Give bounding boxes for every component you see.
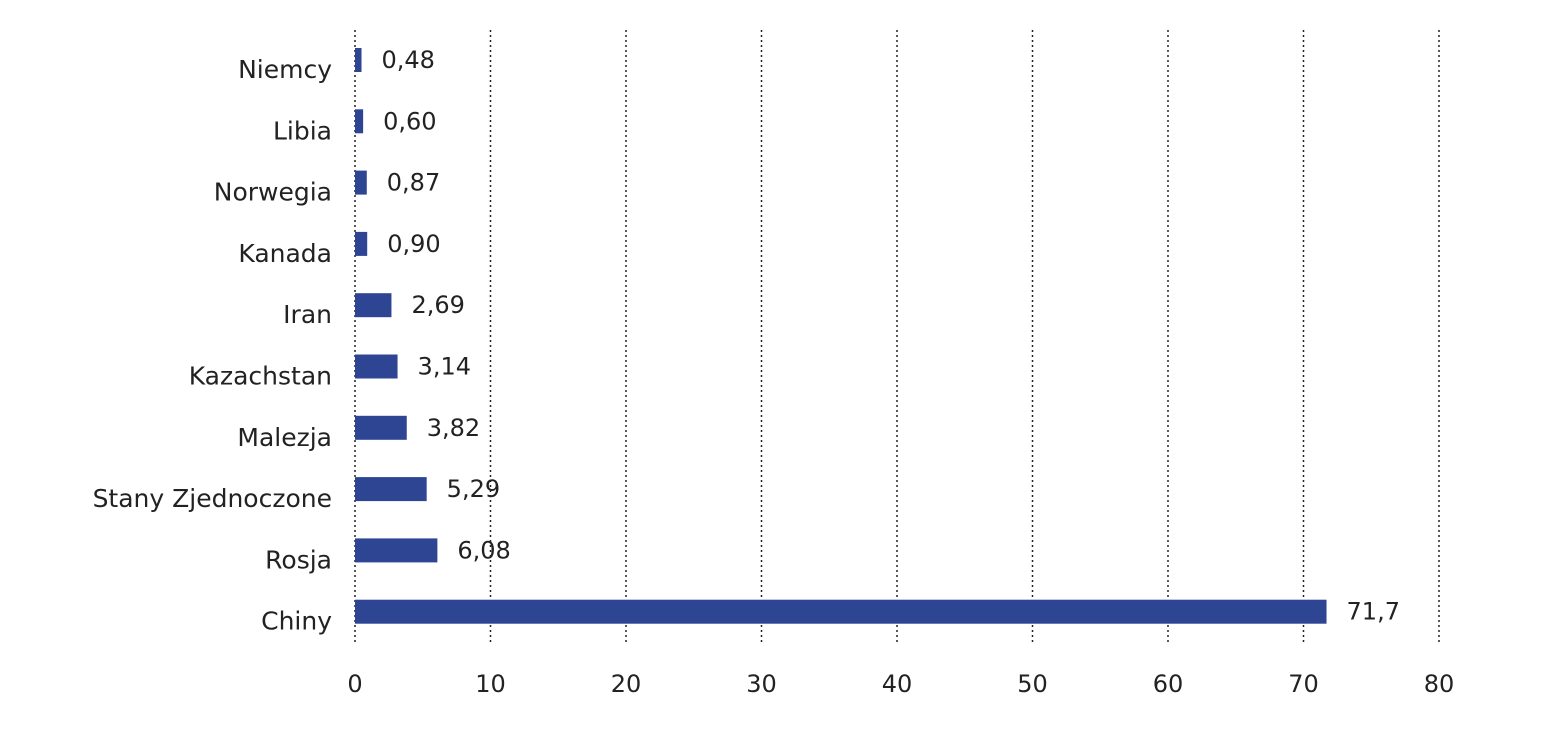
value-label: 3,82 (427, 414, 480, 442)
value-label: 0,87 (387, 169, 440, 197)
x-tick-label: 70 (1288, 670, 1319, 698)
bar (355, 109, 364, 134)
category-label: Kanada (238, 239, 332, 268)
bar (355, 170, 367, 195)
value-label: 6,08 (457, 536, 510, 564)
category-label: Iran (283, 300, 332, 329)
category-label: Niemcy (238, 55, 332, 84)
x-tick-label: 80 (1424, 670, 1455, 698)
x-tick-label: 10 (475, 670, 506, 698)
bar (355, 48, 362, 72)
bar (355, 599, 1327, 624)
bars (355, 48, 1327, 624)
grid-lines (354, 30, 1440, 645)
value-label: 0,48 (382, 46, 435, 74)
bar (355, 477, 427, 502)
category-label: Chiny (261, 607, 332, 636)
x-axis-ticks: 0 10 20 30 40 50 60 70 80 (347, 670, 1454, 698)
x-tick-label: 50 (1017, 670, 1048, 698)
bar (355, 231, 368, 256)
bar (355, 293, 392, 318)
bar (355, 538, 438, 563)
value-label: 0,60 (383, 107, 436, 135)
x-tick-label: 60 (1153, 670, 1184, 698)
value-label: 3,14 (418, 353, 471, 381)
category-label: Norwegia (214, 178, 332, 207)
bar (355, 415, 407, 440)
category-label: Libia (273, 116, 332, 145)
x-tick-label: 20 (611, 670, 642, 698)
x-tick-label: 0 (347, 670, 362, 698)
value-label: 71,7 (1347, 598, 1400, 626)
bar (355, 354, 398, 379)
category-label: Rosja (265, 545, 332, 574)
value-label: 2,69 (411, 291, 464, 319)
category-label: Malezja (237, 423, 332, 452)
category-label: Stany Zjednoczone (93, 484, 332, 513)
x-tick-label: 30 (746, 670, 777, 698)
category-label: Kazachstan (189, 362, 332, 391)
value-labels: 0,48 0,60 0,87 0,90 2,69 3,14 3,82 5,29 6,08 71,7 (382, 46, 1400, 626)
value-label: 0,90 (387, 230, 440, 258)
category-labels: Niemcy Libia Norwegia Kanada Iran Kazachstan M… (93, 55, 333, 636)
value-label: 5,29 (447, 475, 500, 503)
x-tick-label: 40 (882, 670, 913, 698)
